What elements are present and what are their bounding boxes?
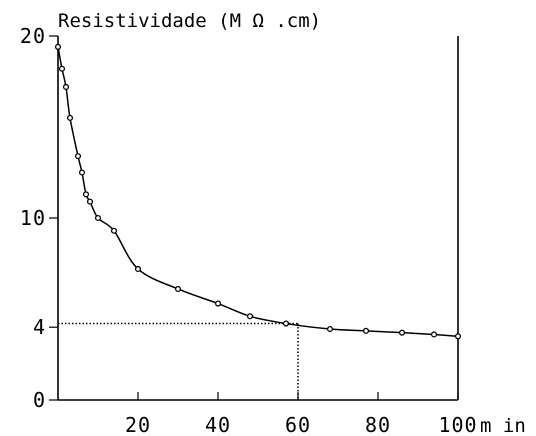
y-tick-label: 20 [20,24,46,48]
data-point [454,333,462,340]
tick-labels: 0 4 10 20 20 40 60 80 100 [20,24,477,436]
data-point [74,153,82,160]
data-point [66,114,74,121]
data-point [362,327,370,334]
y-tick-label: 10 [20,206,46,230]
x-tick-label: 100 [438,413,477,436]
data-point [246,313,254,320]
y-tick-label: 0 [33,388,46,412]
x-tick-label: 20 [125,413,151,436]
data-point [326,325,334,333]
data-point [58,65,66,72]
data-point [54,43,62,50]
data-point [82,191,90,198]
tick-marks [49,35,459,401]
x-tick-label: 60 [285,413,311,436]
data-point [430,331,438,338]
reference-guides [58,322,299,400]
x-axis-title: m in [480,415,526,436]
data-point [78,169,86,176]
data-point [214,300,222,307]
series-line [57,46,459,338]
data-point [86,198,94,205]
data-point [94,214,102,222]
data-point [282,320,290,327]
data-point [62,83,70,91]
data-series [54,43,462,340]
y-axis-title: Resistividade (M Ω .cm) [58,10,321,32]
data-point [134,265,142,273]
data-point [398,329,406,336]
x-tick-label: 40 [205,413,231,436]
chart-axes [57,36,459,401]
data-point [110,227,118,234]
data-point [174,285,182,293]
x-tick-label: 80 [365,413,391,436]
y-tick-label: 4 [33,315,46,339]
